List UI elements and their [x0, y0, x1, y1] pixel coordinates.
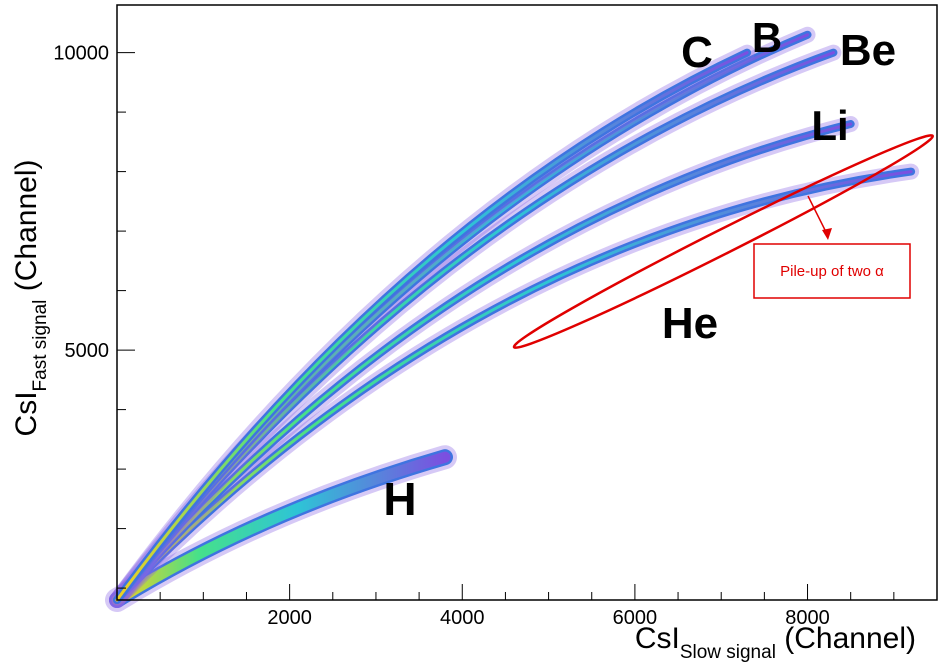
- species-label-b: B: [752, 14, 782, 61]
- x-tick-label: 2000: [267, 607, 312, 629]
- annotation-arrow: [807, 195, 829, 237]
- x-title-sub: Slow signal: [680, 642, 776, 663]
- x-tick-label: 4000: [440, 607, 485, 629]
- pileup-ellipse: [512, 134, 935, 349]
- species-label-li: Li: [811, 102, 848, 149]
- annotation-arrowhead: [822, 228, 832, 240]
- y-axis-ticks: 5000 10000: [53, 43, 135, 589]
- pileup-highlight: [512, 134, 935, 349]
- x-title-main: CsI: [635, 622, 680, 655]
- band-core-c: [115, 51, 749, 602]
- x-tick-label: 6000: [613, 607, 658, 629]
- band-core-h: [111, 451, 451, 606]
- x-axis-ticks: 2000 4000 6000 8000: [159, 584, 895, 629]
- species-labels: H He Li Be BC: [383, 14, 896, 525]
- y-title-main: CsI: [10, 391, 43, 436]
- annotation-text: Pile-up of two α: [780, 263, 884, 280]
- species-label-he: He: [662, 299, 718, 348]
- x-title-unit: (Channel): [776, 622, 916, 655]
- plot-frame: [116, 4, 938, 601]
- band-core-li: [115, 122, 853, 602]
- annotation-box: [753, 243, 911, 299]
- x-axis-title: CsISlow signal (Channel): [635, 622, 916, 663]
- particle-bands: [105, 26, 920, 612]
- y-title-unit: (Channel): [10, 160, 43, 300]
- species-label-be: Be: [840, 26, 896, 75]
- species-label-c: C: [681, 28, 713, 77]
- y-axis-title: CsIFast signal (Channel): [10, 160, 51, 437]
- annotation-group: Pile-up of two α: [753, 195, 911, 299]
- y-title-sub: Fast signal: [30, 300, 51, 392]
- y-tick-label: 10000: [53, 43, 109, 65]
- species-label-h: H: [383, 473, 416, 525]
- x-tick-label: 8000: [785, 607, 830, 629]
- y-tick-label: 5000: [65, 340, 110, 362]
